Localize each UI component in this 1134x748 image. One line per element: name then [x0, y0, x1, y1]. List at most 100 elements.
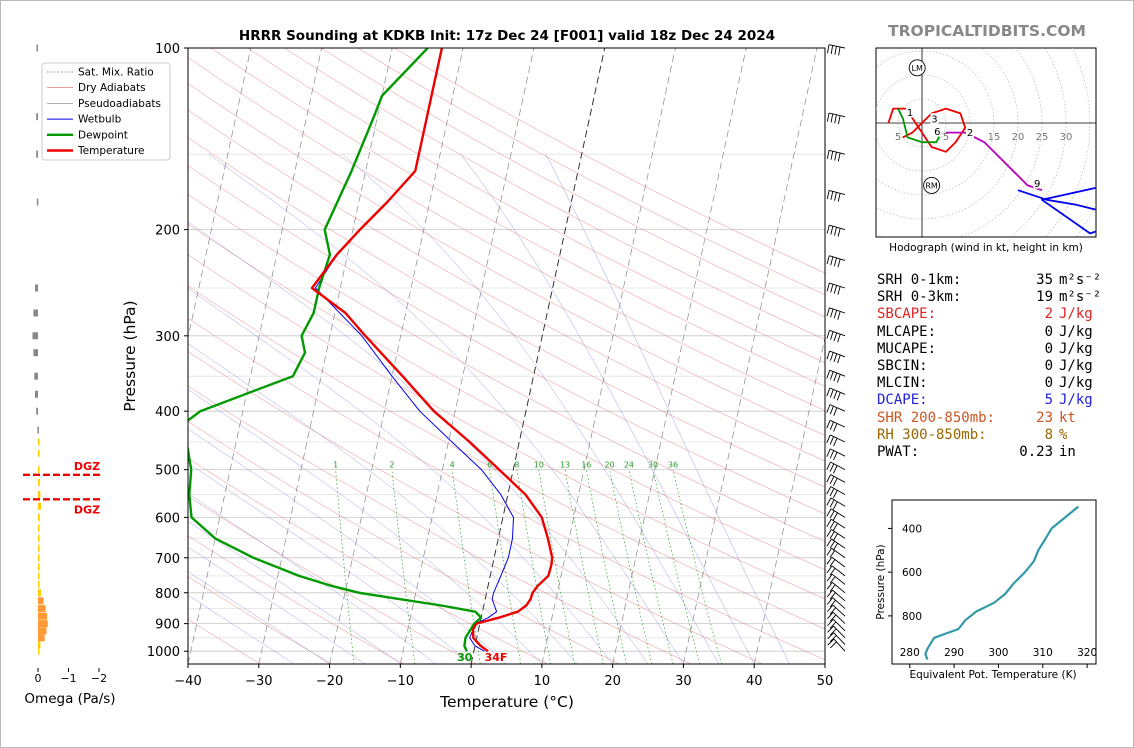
mixing-ratio-line [391, 469, 416, 664]
wind-barb-staff [831, 547, 846, 559]
wind-barb-flag [826, 548, 833, 556]
x-tick-label: −10 [387, 674, 414, 689]
omega-bar [38, 466, 40, 474]
wind-barb-flag [829, 576, 836, 584]
wind-barb-flag [829, 521, 835, 529]
stats-value: 0.23 [1019, 443, 1053, 460]
isotherm-line [258, 48, 393, 664]
wind-barb-staff [832, 589, 846, 602]
legend-label: Sat. Mix. Ratio [78, 67, 154, 79]
moist-adiabat-line [188, 546, 366, 664]
x-tick-label: −40 [174, 674, 201, 689]
storm-motion-marker [923, 176, 941, 194]
stats-unit: % [1059, 426, 1068, 443]
wind-barb-flag [834, 192, 837, 201]
theta-e-frame [891, 499, 1097, 665]
stats-row: SBCAPE: 2 J/kg [877, 306, 1101, 323]
wind-barb [826, 604, 846, 617]
theta-e-ylabel: Pressure (hPa) [875, 544, 887, 619]
stats-unit: J/kg [1059, 357, 1093, 374]
wind-barb-flag [830, 151, 834, 160]
hodograph-ring-label: 5 [943, 132, 949, 143]
theta-e-y-tick-label: 400 [902, 523, 922, 535]
stats-unit: in [1059, 443, 1076, 460]
skewt-profiles [188, 48, 554, 653]
hodograph-ring-label: 5 [895, 132, 901, 143]
omega-bar [38, 438, 40, 446]
wind-barb-flag [829, 567, 836, 576]
wind-barb-flag [833, 353, 838, 362]
stats-unit: J/kg [1059, 392, 1093, 409]
moist-adiabat-line [188, 428, 507, 664]
dry-adiabat-line [188, 495, 476, 664]
wind-barb [826, 556, 846, 568]
stats-label: DCAPE: [877, 392, 928, 409]
wind-barbs [826, 44, 846, 652]
isotherm-line [0, 48, 38, 664]
legend-label: Wetbulb [78, 114, 122, 126]
hodograph-trace [897, 108, 943, 144]
omega-bar [38, 634, 45, 642]
wind-barb-flag [837, 193, 841, 202]
wind-barb [826, 582, 846, 594]
wind-barb-staff [828, 112, 846, 118]
wind-barb-staff [830, 434, 846, 443]
omega-axes: 0 −1 −2 [35, 668, 107, 685]
hodograph-content: 5 5 15 20 25 30 1 2 36 9 LM RM [876, 48, 1096, 237]
wind-barb-flag [826, 330, 830, 339]
mixing-ratio-label: 6 [487, 461, 492, 470]
stats-value: 0 [1044, 340, 1053, 357]
wind-barb-flag [837, 354, 841, 364]
wind-barb-flag [833, 257, 837, 267]
wind-barb-flag [827, 625, 834, 633]
wind-barb-flag [833, 407, 838, 416]
omega-bar [36, 44, 38, 52]
wind-barb-flag [833, 372, 838, 382]
wind-barb-flag [829, 531, 835, 539]
wind-barb-flag [833, 285, 838, 294]
stats-label: MLCIN: [877, 375, 928, 392]
x-tick-label: −30 [245, 674, 272, 689]
stats-label: SRH 0-1km: [877, 272, 962, 288]
omega-bar [36, 113, 38, 121]
mixing-ratio-label: 2 [389, 461, 394, 470]
wind-barb-flag [829, 628, 837, 636]
wind-barb-flag [829, 607, 837, 615]
hodograph-ring-label: 25 [1036, 132, 1049, 143]
mixing-ratio-label: 24 [624, 461, 634, 470]
wind-barb-flag [826, 461, 831, 470]
wind-barb-staff [829, 307, 846, 314]
omega-bar [35, 284, 38, 292]
mixing-ratio-label: 36 [668, 461, 678, 470]
wind-barb-flag [826, 474, 831, 483]
wind-barb [826, 486, 846, 499]
omega-bar [35, 390, 38, 398]
stats-row: SRH 0-1km: 35 m²s⁻² [877, 272, 1101, 289]
omega-bar [38, 491, 41, 499]
wind-barb-flag [829, 550, 836, 558]
stats-value: 0 [1044, 357, 1053, 374]
hodograph-height-label: 9 [1034, 179, 1040, 190]
wind-barb-staff [828, 149, 846, 155]
brand-watermark: TROPICALTIDBITS.COM [888, 22, 1086, 40]
mixing-ratio-line [335, 469, 355, 664]
wind-barb-staff [830, 486, 846, 495]
wind-barb-staff [833, 638, 846, 652]
moist-adiabat-line [188, 594, 295, 664]
mixing-ratio-label: 4 [450, 461, 455, 470]
dry-adiabat-line [188, 254, 825, 600]
stats-unit: J/kg [1059, 340, 1093, 357]
wind-barb-flag [826, 573, 833, 582]
wind-barb-flag [830, 45, 834, 55]
wind-barb-flag [826, 519, 832, 527]
x-tick-label: 0 [467, 674, 475, 689]
omega-bar [32, 332, 38, 340]
wind-barb-flag [826, 589, 833, 598]
wind-barb-flag [829, 450, 835, 459]
moist-adiabat-line [188, 389, 543, 664]
wind-barb-staff [829, 282, 846, 289]
wind-barb-flag [826, 190, 830, 199]
mixing-ratio-line [652, 469, 700, 664]
wind-barb-flag [826, 307, 830, 317]
